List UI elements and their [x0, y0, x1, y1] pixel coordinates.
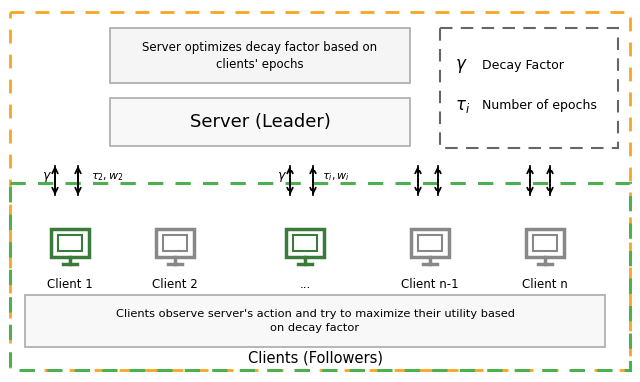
Text: $\tau_i, w_i$: $\tau_i, w_i$ — [322, 172, 350, 183]
Polygon shape — [156, 229, 194, 257]
Polygon shape — [110, 98, 410, 146]
Text: Client n: Client n — [522, 278, 568, 291]
Polygon shape — [411, 229, 449, 257]
Text: $\tau_2, w_2$: $\tau_2, w_2$ — [91, 172, 124, 183]
Polygon shape — [418, 235, 442, 251]
Text: Client 1: Client 1 — [47, 278, 93, 291]
Text: Clients (Followers): Clients (Followers) — [248, 351, 383, 366]
Polygon shape — [286, 229, 324, 257]
Text: Client 2: Client 2 — [152, 278, 198, 291]
Polygon shape — [293, 235, 317, 251]
Text: $\tau_i$: $\tau_i$ — [455, 97, 470, 115]
Text: $\gamma$: $\gamma$ — [277, 170, 287, 185]
Text: Server (Leader): Server (Leader) — [189, 113, 330, 131]
Text: $\gamma$: $\gamma$ — [455, 57, 468, 75]
Text: $\gamma$: $\gamma$ — [42, 170, 52, 185]
Polygon shape — [163, 235, 187, 251]
Text: Server optimizes decay factor based on
clients' epochs: Server optimizes decay factor based on c… — [143, 41, 378, 71]
Polygon shape — [526, 229, 564, 257]
Text: Client n-1: Client n-1 — [401, 278, 459, 291]
Text: Number of epochs: Number of epochs — [482, 99, 597, 113]
Polygon shape — [51, 229, 89, 257]
Polygon shape — [58, 235, 82, 251]
Polygon shape — [25, 295, 605, 347]
Polygon shape — [110, 28, 410, 83]
Text: Decay Factor: Decay Factor — [482, 60, 564, 73]
Text: ...: ... — [300, 278, 310, 291]
Polygon shape — [533, 235, 557, 251]
Text: Clients observe server's action and try to maximize their utility based
on decay: Clients observe server's action and try … — [115, 309, 515, 333]
